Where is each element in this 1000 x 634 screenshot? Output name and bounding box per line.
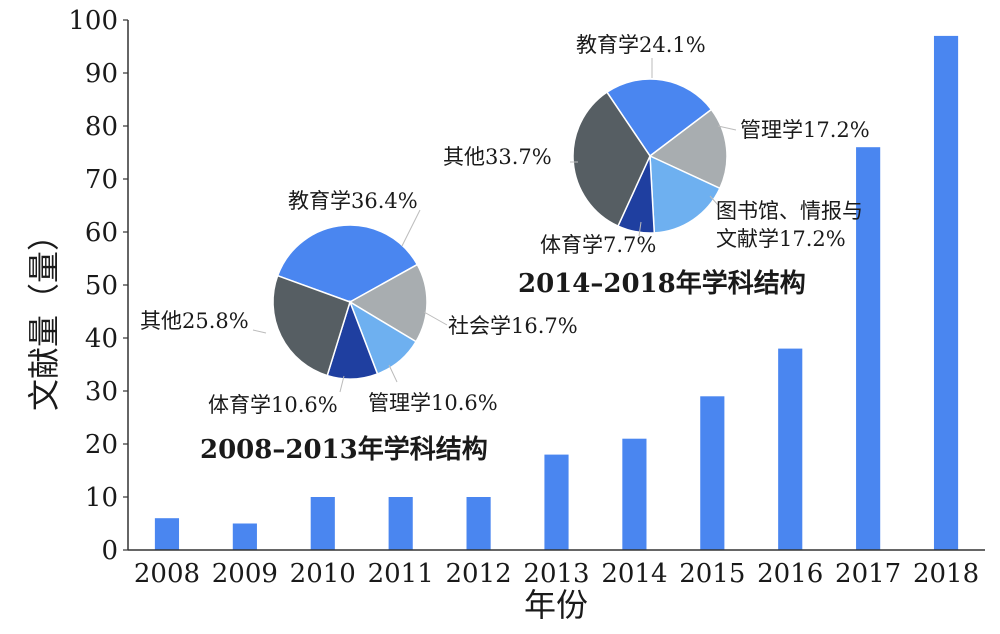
pie2-label-other: 其他33.7% [443, 145, 552, 169]
pie-2008-2013 [272, 224, 428, 380]
pie2-label-management: 管理学17.2% [740, 118, 870, 142]
y-tick-label: 0 [101, 536, 118, 566]
y-tick-label: 20 [85, 430, 118, 460]
y-tick-label: 100 [68, 6, 118, 36]
pie2-label-library-1: 图书馆、情报与 [716, 199, 863, 223]
bar-2011 [388, 497, 413, 550]
pie2-label-education: 教育学24.1% [576, 33, 706, 57]
y-tick-label: 60 [85, 218, 118, 248]
bar-2014 [622, 438, 647, 550]
y-tick-label: 80 [85, 112, 118, 142]
pie1-label-other: 其他25.8% [140, 309, 249, 333]
pie2-label-library-2: 文献学17.2% [716, 227, 846, 251]
pie1-label-management: 管理学10.6% [368, 391, 498, 415]
x-tick-label: 2017 [835, 559, 901, 589]
bar-2008 [154, 518, 180, 550]
y-tick-label: 10 [85, 483, 118, 513]
x-tick-label: 2008 [134, 559, 200, 589]
bar-2010 [310, 497, 335, 550]
bar-2013 [544, 454, 569, 550]
pie2-leaders [570, 58, 737, 237]
y-tick-label: 50 [85, 271, 118, 301]
pie-slice-教育学 [605, 78, 713, 158]
bar-2012 [466, 497, 491, 550]
pie-slice-教育学 [276, 224, 419, 303]
x-tick-label: 2015 [679, 559, 745, 589]
pie2-label-sport: 体育学7.7% [540, 233, 656, 257]
x-tick-label: 2013 [523, 559, 589, 589]
pie1-label-sociology: 社会学16.7% [448, 314, 578, 338]
x-tick-label: 2012 [446, 559, 512, 589]
y-tick-label: 70 [85, 165, 118, 195]
x-axis-ticks: 2008 2009 2010 2011 2012 2013 2014 2015 2016 2017… [134, 559, 979, 589]
x-tick-label: 2018 [913, 559, 979, 589]
y-tick-label: 40 [85, 324, 118, 354]
pie1-label-sport: 体育学10.6% [208, 393, 338, 417]
pie1-title: 2008–2013年学科结构 [200, 434, 488, 465]
pie-slice-管理学 [648, 108, 728, 190]
bar-2015 [700, 396, 725, 550]
bar-2016 [778, 348, 803, 550]
bar-2017 [856, 147, 881, 550]
bar-series [154, 35, 959, 550]
pie1-leaders [252, 209, 448, 393]
y-tick-label: 90 [85, 59, 118, 89]
pie-slice-图书馆、情报与文献学 [649, 154, 721, 234]
pie-slice-社会学 [348, 263, 428, 343]
y-axis-ticks: 0 10 20 30 40 50 60 70 80 90 100 [68, 6, 128, 566]
x-tick-label: 2014 [601, 559, 667, 589]
x-tick-label: 2010 [290, 559, 356, 589]
pie2-title: 2014–2018年学科结构 [518, 268, 806, 299]
bar-2009 [232, 523, 257, 550]
pie-2014-2018 [572, 78, 728, 234]
bar-2018 [933, 35, 959, 550]
pie1-label-education: 教育学36.4% [288, 189, 418, 213]
x-axis-title: 年份 [524, 586, 588, 624]
x-tick-label: 2011 [368, 559, 434, 589]
x-tick-label: 2009 [212, 559, 278, 589]
y-axis-title: 文献量（量） [25, 219, 63, 411]
x-tick-label: 2016 [757, 559, 823, 589]
y-tick-label: 30 [85, 377, 118, 407]
pie-slice-其他 [272, 274, 351, 377]
